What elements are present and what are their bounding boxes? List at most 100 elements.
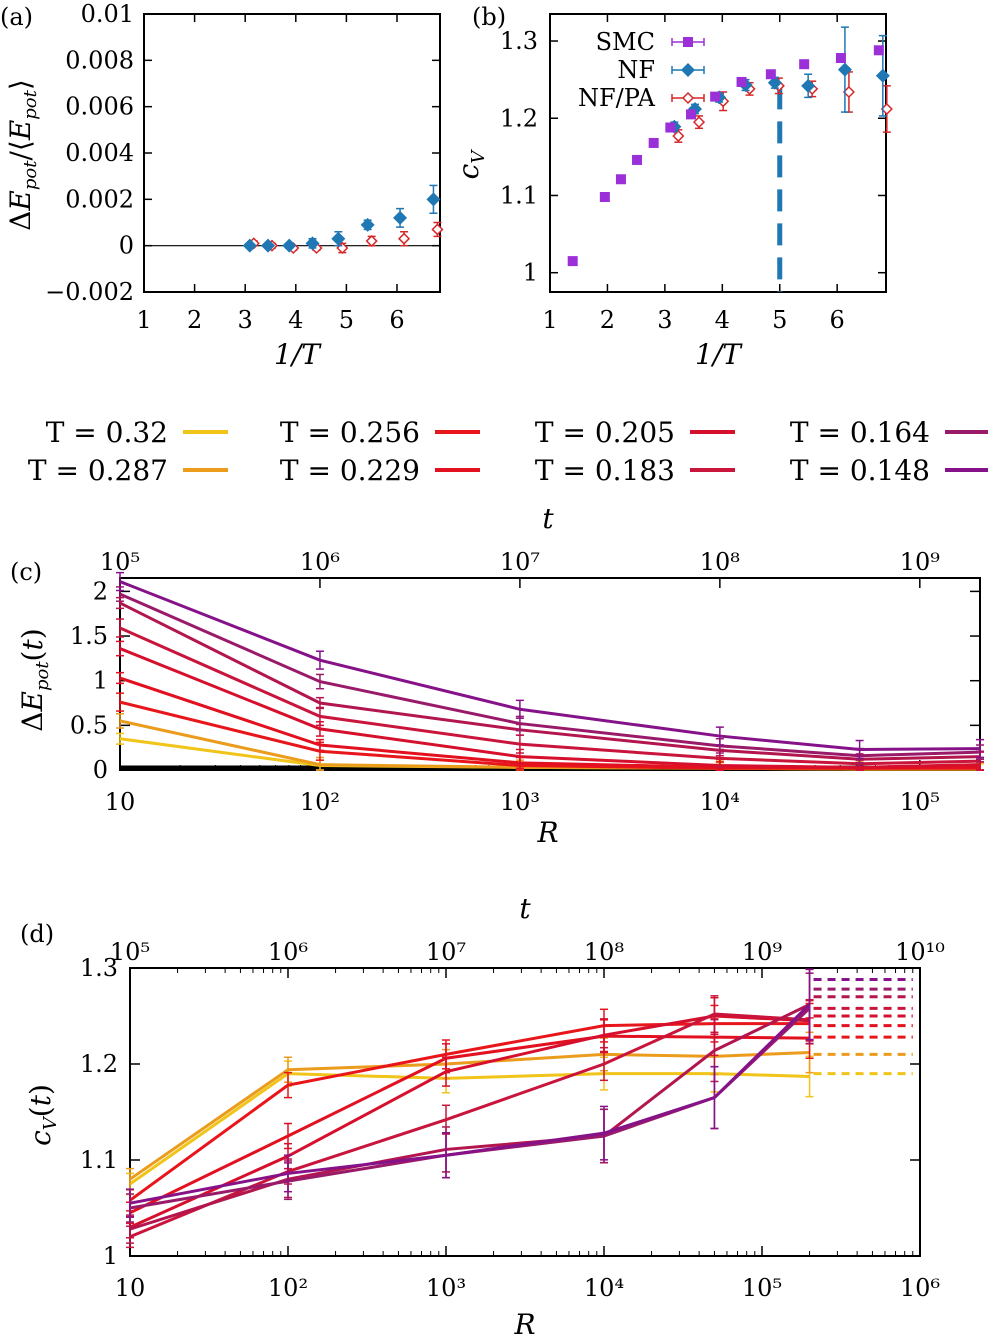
b-legend-nf-marker	[681, 63, 695, 77]
b-xtick-label: 4	[715, 306, 730, 334]
d-ytick-label: 1.1	[80, 1146, 118, 1174]
d-ytick-label: 1	[103, 1242, 118, 1270]
b-ytick-label: 1.1	[500, 181, 538, 209]
a-nf-point	[260, 238, 275, 253]
c-series-line	[119, 647, 981, 769]
c-xtick-label: 10	[105, 788, 136, 816]
legend-label-t0256: T = 0.256	[280, 416, 420, 449]
a-nf-point	[305, 236, 320, 251]
a-xtick-label: 4	[288, 306, 303, 334]
c-ytick-label: 0.5	[70, 711, 108, 739]
svg-text:cV: cV	[452, 149, 489, 180]
b-legend-nfpa-marker	[681, 91, 695, 105]
d-series-line	[129, 1034, 810, 1215]
c-series-line	[119, 626, 981, 766]
temperature-legend: T = 0.32 T = 0.287 T = 0.256 T = 0.229 T…	[28, 416, 988, 487]
b-smc-point	[765, 69, 776, 80]
d-series-line	[129, 1003, 811, 1205]
b-legend-smc-marker	[683, 37, 693, 47]
b-xtick-label: 5	[772, 306, 787, 334]
legend-nf-label: NF	[617, 56, 655, 84]
a-ytick-label: 0.004	[65, 139, 134, 167]
legend-smc-label: SMC	[596, 28, 655, 56]
legend-label-t0164: T = 0.164	[790, 416, 930, 449]
legend-label-t0229: T = 0.229	[280, 454, 420, 487]
a-nf-point	[282, 238, 297, 253]
legend-label-t0205: T = 0.205	[535, 416, 675, 449]
c-xtick-label: 10⁴	[700, 788, 740, 816]
b-ytick-label: 1	[523, 259, 538, 287]
panel-d-ylabel: cV(t)	[24, 1084, 61, 1146]
panel-b-legend: SMC NF NF/PA	[578, 28, 656, 112]
a-nfpa-point	[365, 234, 378, 248]
c-xtick-label: 10⁵	[900, 788, 940, 816]
a-nf-point	[360, 217, 375, 232]
d-x2tick-label: 10⁵	[110, 938, 150, 966]
panel-c-frame	[119, 577, 981, 771]
d-series-line	[129, 1050, 810, 1181]
b-smc-point	[648, 137, 659, 148]
d-ytick-label: 1.3	[80, 954, 118, 982]
a-nfpa-point	[431, 223, 444, 236]
b-nf-point	[837, 62, 852, 77]
b-smc-point	[799, 59, 810, 70]
b-smc-point	[835, 53, 846, 64]
d-series-line	[129, 1022, 810, 1202]
d-series-line	[129, 1072, 810, 1186]
a-nfpa-point	[397, 232, 411, 245]
d-x2tick-label: 10⁹	[742, 938, 783, 966]
d-x2tick-label: 10⁸	[584, 938, 624, 966]
d-x2tick-label: 10⁶	[268, 938, 308, 966]
panel-d-toplabel: t	[519, 892, 531, 925]
c-series-line	[119, 601, 981, 761]
a-nf-point	[393, 210, 408, 225]
b-smc-point	[873, 45, 884, 56]
b-nf-point	[801, 78, 816, 93]
a-xtick-label: 1	[136, 306, 151, 334]
a-ytick-label: 0.008	[65, 46, 134, 74]
a-ytick-label: 0.01	[81, 0, 134, 28]
c-xtick-label: 10²	[300, 788, 340, 816]
b-xtick-label: 3	[657, 306, 672, 334]
a-xtick-label: 3	[238, 306, 253, 334]
panel-c-toplabel: t	[542, 502, 554, 535]
legend-label-t0287: T = 0.287	[28, 454, 168, 487]
panel-label-b: (b)	[472, 3, 506, 31]
panel-d-frame	[129, 967, 921, 1257]
d-xtick-label: 10⁶	[900, 1274, 940, 1302]
d-xtick-label: 10³	[426, 1274, 466, 1302]
a-ytick-label: 0.002	[65, 185, 134, 213]
panel-b-xlabel: 1/T	[695, 338, 743, 371]
c-x2tick-label: 10⁵	[100, 548, 140, 576]
d-x2tick-label: 10¹⁰	[895, 938, 945, 966]
svg-text:ΔEpot/⟨Epot⟩: ΔEpot/⟨Epot⟩	[4, 79, 41, 231]
c-x2tick-label: 10⁶	[300, 548, 340, 576]
panel-c-xlabel: R	[536, 816, 558, 849]
legend-nfpa-label: NF/PA	[578, 84, 656, 112]
b-xtick-label: 6	[830, 306, 845, 334]
b-ytick-label: 1.2	[500, 104, 538, 132]
a-ytick-label: 0.006	[65, 93, 134, 121]
b-xtick-label: 1	[542, 306, 557, 334]
a-nf-point	[331, 231, 346, 246]
d-xtick-label: 10	[115, 1274, 146, 1302]
b-smc-point	[736, 76, 747, 87]
a-ytick-label: −0.002	[45, 278, 134, 306]
panel-label-a: (a)	[0, 3, 33, 31]
panel-label-d: (d)	[20, 920, 54, 948]
a-nf-point	[242, 238, 257, 253]
b-smc-point	[615, 174, 626, 185]
b-smc-point	[567, 256, 578, 267]
d-series-line	[129, 1014, 810, 1229]
d-x2tick-label: 10⁷	[426, 938, 466, 966]
b-nfpa-point	[672, 129, 685, 143]
c-ytick-label: 1.5	[70, 622, 108, 650]
legend-label-t0148: T = 0.148	[790, 454, 930, 487]
c-ytick-label: 1	[93, 667, 108, 695]
c-series-line	[119, 580, 981, 751]
svg-text:ΔEpot(t): ΔEpot(t)	[16, 628, 53, 731]
legend-label-t0183: T = 0.183	[535, 454, 675, 487]
b-smc-point	[599, 192, 610, 203]
panel-d-xlabel: R	[513, 1308, 535, 1341]
